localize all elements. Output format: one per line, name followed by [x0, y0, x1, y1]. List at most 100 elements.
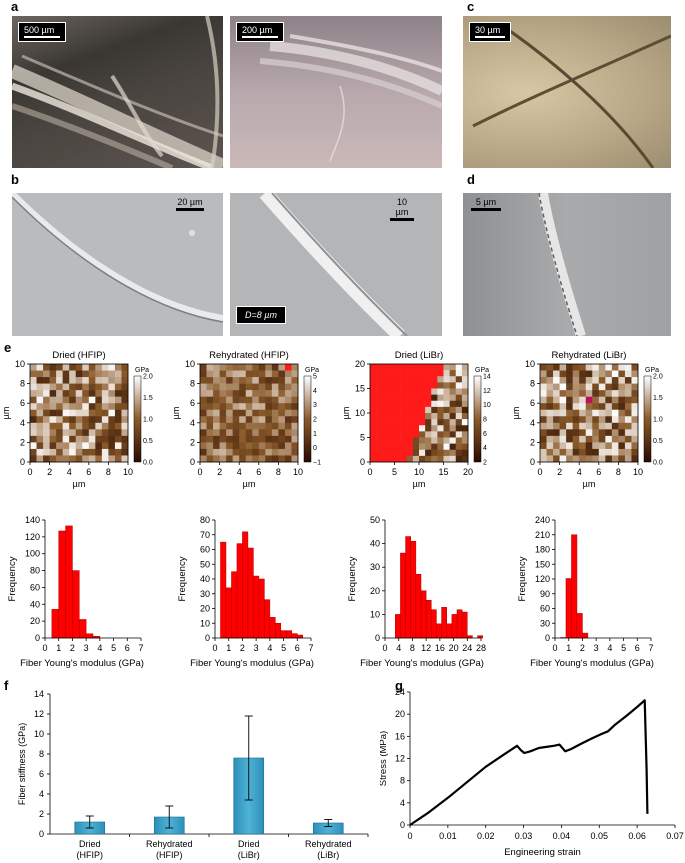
heatmap-cell: [431, 419, 438, 426]
x-tick-label: 10: [414, 467, 424, 477]
x-axis-label: Fiber Young's modulus (GPa): [530, 658, 654, 669]
photo-c-fibers: [472, 24, 671, 168]
heatmap-cell: [605, 455, 613, 463]
heatmap-cell: [400, 400, 408, 408]
heatmap-cell: [82, 390, 90, 397]
heatmap-cell: [114, 429, 122, 437]
heatmap-cell: [624, 377, 632, 384]
heatmap-cell: [271, 377, 279, 384]
heatmap-cell: [291, 455, 299, 463]
heatmap-cell: [206, 409, 214, 417]
heatmap-cell: [449, 425, 457, 432]
x-tick-label: 8: [616, 467, 621, 477]
y-tick-label: 8: [190, 379, 195, 389]
heatmap-cell: [62, 377, 70, 384]
heatmap-cell: [62, 390, 70, 397]
heatmap-cell: [226, 377, 233, 384]
heatmap-cell: [566, 383, 573, 391]
heatmap-cell: [553, 396, 560, 404]
heatmap-cell: [30, 435, 37, 443]
colorbar: [133, 375, 142, 463]
x-tick-label: 2: [70, 643, 75, 653]
heatmap-cell: [412, 431, 420, 438]
heatmap-cell: [95, 429, 103, 437]
heatmap-cell: [88, 377, 96, 384]
heatmap-cell: [461, 388, 469, 395]
heatmap-cell: [82, 364, 90, 371]
heatmap-cell: [592, 455, 600, 463]
y-tick-label: 0: [39, 829, 44, 839]
heatmap-cell: [388, 437, 395, 444]
heatmap-cell: [631, 370, 639, 378]
heatmap-cell: [585, 377, 593, 384]
heatmap-cell: [425, 364, 432, 371]
y-tick-label: 140: [25, 515, 40, 525]
heatmap-cell: [585, 396, 593, 404]
heatmap-cell: [114, 448, 122, 456]
y-tick-label: 0: [205, 633, 210, 643]
heatmap-cell: [388, 382, 395, 389]
heatmap-rehydrated-hfip: Rehydrated (HFIP)0 2 4 6 8 100246810µmµmGPa−1…: [171, 350, 321, 489]
heatmap-cell: [592, 448, 600, 456]
heatmap-cell: [108, 455, 116, 463]
histogram-bar: [65, 525, 73, 639]
heatmap-cell: [455, 449, 463, 457]
heatmap-cell: [388, 443, 395, 451]
heatmap-cell: [540, 429, 547, 437]
heatmap-cell: [226, 416, 233, 424]
histogram-bar: [247, 547, 254, 639]
heatmap-cell: [431, 382, 438, 389]
heatmap-cell: [69, 370, 77, 378]
heatmap-cell: [394, 449, 401, 457]
heatmap-cell: [546, 435, 554, 443]
heatmap-cell: [388, 419, 395, 426]
histogram-bar: [79, 619, 87, 639]
heatmap-cell: [461, 370, 469, 377]
heatmap-cell: [232, 370, 240, 378]
heatmap-cell: [572, 390, 580, 397]
heatmap-cell: [449, 437, 457, 444]
heatmap-cell: [419, 388, 426, 395]
heatmap-cell: [370, 431, 377, 438]
y-tick-label: 10: [355, 408, 365, 418]
heatmap-cell: [425, 449, 432, 457]
x-tick-label: 8: [106, 467, 111, 477]
heatmap-cell: [406, 419, 414, 426]
heatmap-cell: [95, 370, 103, 378]
heatmap-cell: [43, 416, 50, 424]
x-tick-label: 15: [438, 467, 448, 477]
heatmap-cell: [400, 455, 408, 463]
heatmap-cell: [36, 455, 44, 463]
heatmap-cell: [611, 409, 619, 417]
heatmap-cell: [56, 442, 63, 450]
heatmap-cell: [419, 382, 426, 389]
heatmap-cell: [82, 416, 90, 424]
heatmap-cell: [291, 448, 299, 456]
heatmap-cell: [443, 419, 450, 426]
y-tick-label: 6: [190, 398, 195, 408]
heatmap-cell: [388, 400, 395, 408]
heatmap-cell: [43, 435, 50, 443]
y-tick-label: 60: [30, 582, 40, 592]
heatmap-cell: [382, 419, 389, 426]
heatmap-cell: [245, 416, 253, 424]
heatmap-cell: [82, 448, 90, 456]
heatmap-cell: [455, 406, 463, 414]
x-tick-label: 24: [462, 643, 472, 653]
heatmap-cell: [36, 377, 44, 384]
y-tick-label: 6: [530, 398, 535, 408]
y-tick-label: 30: [540, 618, 550, 628]
heatmap-cell: [437, 406, 444, 414]
heatmap-cell: [624, 364, 632, 371]
heatmap-cell: [43, 409, 50, 417]
heatmap-cell: [553, 442, 560, 450]
heatmap-cell: [213, 435, 220, 443]
heatmap-cell: [400, 394, 408, 402]
heatmap-cell: [43, 364, 50, 371]
heatmap-cell: [631, 383, 639, 391]
heatmap-cell: [226, 396, 233, 404]
heatmap-cell: [631, 390, 639, 397]
heatmap-cell: [400, 370, 408, 377]
y-tick-label: 180: [535, 545, 550, 555]
